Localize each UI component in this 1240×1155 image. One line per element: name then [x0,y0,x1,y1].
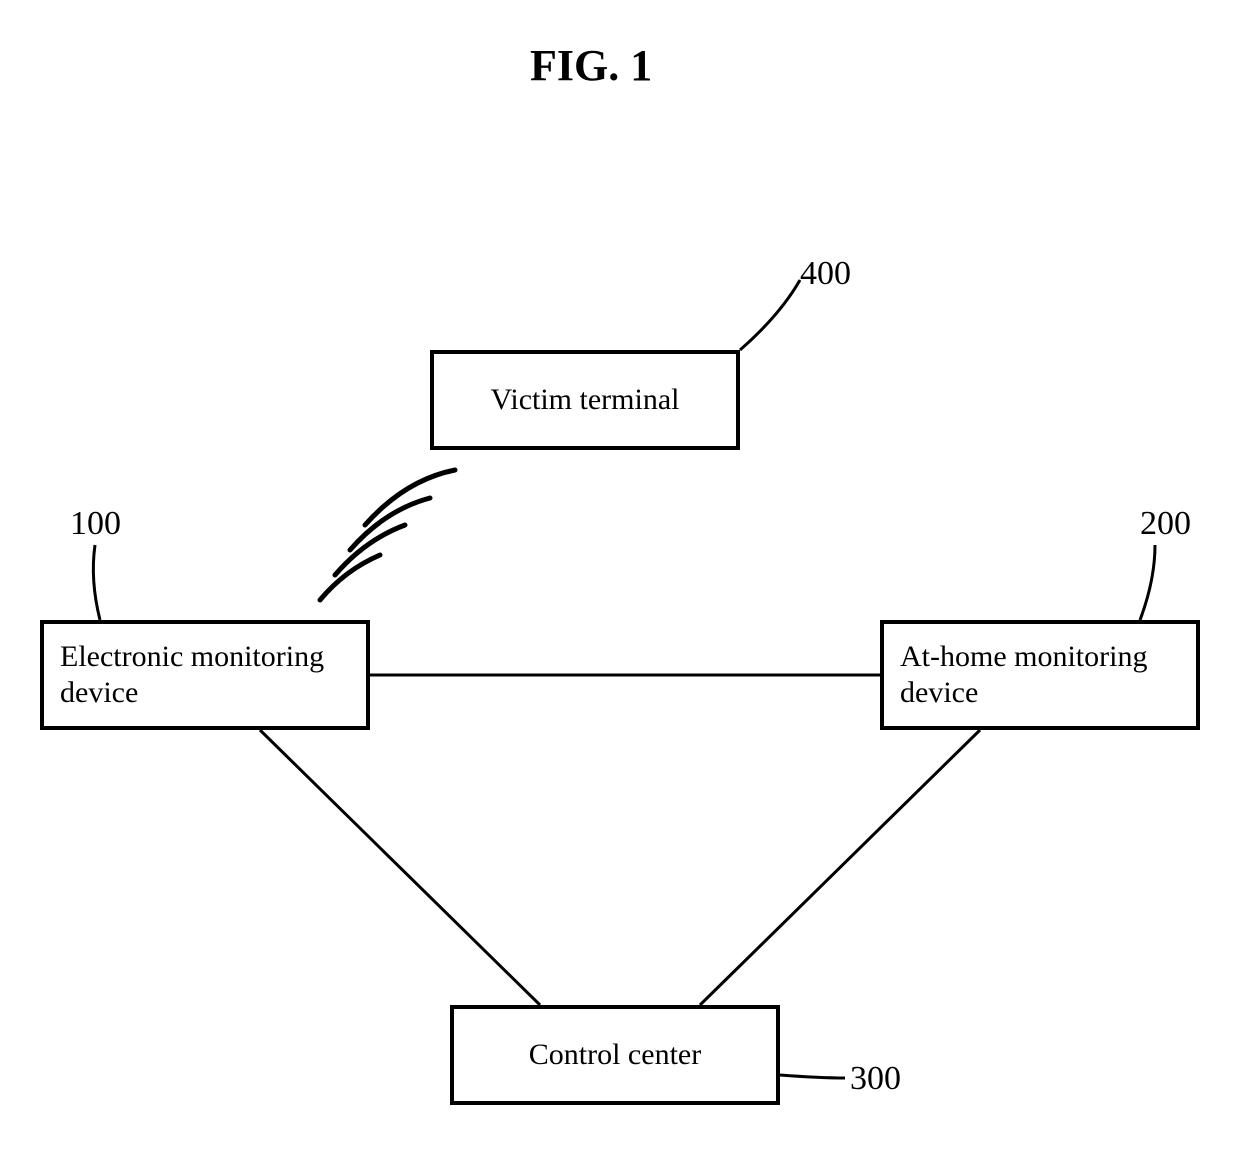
ref-400: 400 [800,255,851,293]
wireless-arc-1 [335,525,405,575]
node-victim-terminal-label: Victim terminal [474,382,696,418]
node-victim-terminal: Victim terminal [430,350,740,450]
diagram-lines [0,0,1240,1155]
leader-200 [1140,545,1155,620]
figure-title: FIG. 1 [530,40,652,91]
edge-ahmd-cc [700,730,980,1005]
node-electronic-monitoring-device-label: Electronic monitoring device [60,639,350,711]
node-at-home-monitoring-device: At-home monitoring device [880,620,1200,730]
wireless-arc-0 [320,555,380,600]
node-electronic-monitoring-device: Electronic monitoring device [40,620,370,730]
leader-100 [93,545,100,620]
edge-emd-cc [260,730,540,1005]
leader-300 [780,1075,845,1078]
node-control-center-label: Control center [494,1037,736,1073]
node-at-home-monitoring-device-label: At-home monitoring device [900,639,1180,711]
wireless-arc-3 [365,470,455,525]
leader-400 [740,280,800,350]
ref-200: 200 [1140,505,1191,543]
ref-100: 100 [70,505,121,543]
ref-300: 300 [850,1060,901,1098]
figure-stage: FIG. 1 Victim terminal Electronic monito… [0,0,1240,1155]
node-control-center: Control center [450,1005,780,1105]
wireless-arc-2 [350,498,430,550]
